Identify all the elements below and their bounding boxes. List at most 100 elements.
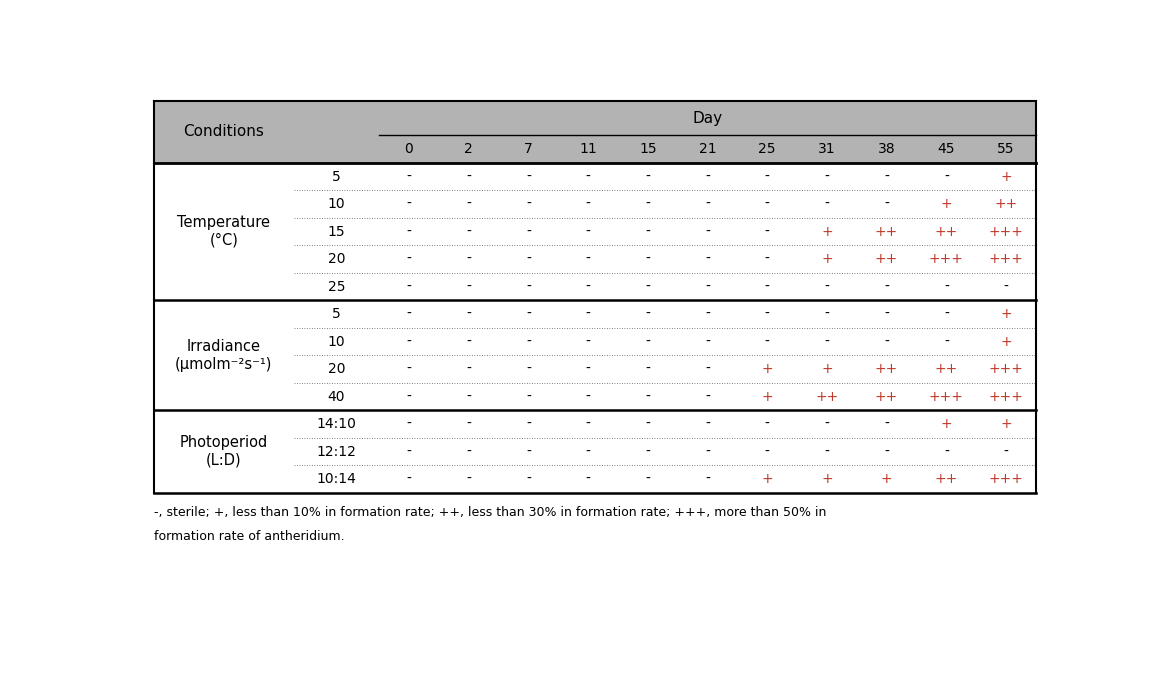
Text: -: - [526,197,531,211]
Text: -: - [406,170,411,183]
Text: -: - [406,280,411,293]
Text: -: - [885,417,889,431]
Text: -: - [585,417,591,431]
Text: 14:10: 14:10 [317,417,356,431]
Text: -: - [705,170,709,183]
Text: -: - [406,335,411,348]
Text: ++: ++ [875,252,899,266]
Text: Irradiance
(μmolm⁻²s⁻¹): Irradiance (μmolm⁻²s⁻¹) [175,339,273,372]
Text: ++: ++ [935,225,958,238]
Text: -: - [406,444,411,459]
Text: -: - [824,444,829,459]
Text: -: - [467,280,471,293]
Text: 0: 0 [404,142,413,156]
Text: -: - [526,362,531,376]
Text: 7: 7 [524,142,533,156]
Text: -: - [765,417,770,431]
Text: -: - [705,252,709,266]
Text: -: - [646,307,650,321]
Text: -: - [705,280,709,293]
Text: ++: ++ [815,390,838,404]
Text: -: - [765,252,770,266]
Text: +: + [1001,307,1012,321]
Text: +: + [821,225,832,238]
Text: -: - [646,335,650,348]
Text: -: - [705,444,709,459]
Text: -: - [406,225,411,238]
Text: -: - [705,472,709,486]
Text: -: - [646,280,650,293]
Text: -: - [467,472,471,486]
Text: -: - [467,335,471,348]
Text: -: - [885,280,889,293]
Text: -: - [467,197,471,211]
Text: +: + [821,362,832,376]
Text: -: - [824,280,829,293]
Text: +: + [762,472,773,486]
Text: +: + [821,472,832,486]
Text: -: - [646,225,650,238]
Text: 21: 21 [699,142,716,156]
Text: -: - [585,252,591,266]
Text: ++: ++ [875,362,899,376]
Text: +: + [881,472,893,486]
Text: 45: 45 [938,142,956,156]
Text: -: - [885,307,889,321]
Text: +++: +++ [989,252,1024,266]
Text: -: - [646,390,650,404]
Text: +++: +++ [929,390,964,404]
Text: -: - [467,417,471,431]
Text: 5: 5 [332,307,340,321]
Text: -: - [646,362,650,376]
Text: -: - [406,472,411,486]
Text: 2: 2 [464,142,473,156]
Text: 10: 10 [327,197,345,211]
Text: -: - [1003,444,1009,459]
Text: ++: ++ [995,197,1018,211]
Text: 20: 20 [327,252,345,266]
Text: -: - [467,362,471,376]
Text: -: - [585,390,591,404]
Text: -: - [824,170,829,183]
Text: -: - [406,197,411,211]
Bar [154,101,1036,163]
Text: +++: +++ [989,362,1024,376]
Text: -: - [526,307,531,321]
Text: -: - [467,170,471,183]
Text: -: - [765,307,770,321]
Text: -: - [585,472,591,486]
Text: -: - [944,170,949,183]
Text: 40: 40 [327,390,345,404]
Text: -: - [705,390,709,404]
Text: -: - [585,362,591,376]
Text: -: - [944,335,949,348]
Text: -: - [406,390,411,404]
Text: -: - [467,390,471,404]
Text: -: - [824,417,829,431]
Text: -: - [526,252,531,266]
Text: -: - [705,307,709,321]
Text: -: - [646,472,650,486]
Text: -: - [526,225,531,238]
Text: Conditions: Conditions [183,124,265,139]
Text: -: - [467,307,471,321]
Text: -, sterile; +, less than 10% in formation rate; ++, less than 30% in formation r: -, sterile; +, less than 10% in formatio… [154,506,827,519]
Text: -: - [885,335,889,348]
Text: -: - [585,170,591,183]
Text: -: - [646,170,650,183]
Text: -: - [526,472,531,486]
Text: Temperature
(°C): Temperature (°C) [178,216,271,248]
Text: -: - [885,170,889,183]
Text: -: - [824,335,829,348]
Text: -: - [585,197,591,211]
Text: +: + [940,417,952,431]
Text: -: - [646,444,650,459]
Text: 38: 38 [878,142,895,156]
Text: -: - [705,417,709,431]
Text: +: + [1001,335,1012,348]
Text: -: - [467,444,471,459]
Text: -: - [585,225,591,238]
Text: -: - [585,280,591,293]
Text: -: - [526,417,531,431]
Text: -: - [705,362,709,376]
